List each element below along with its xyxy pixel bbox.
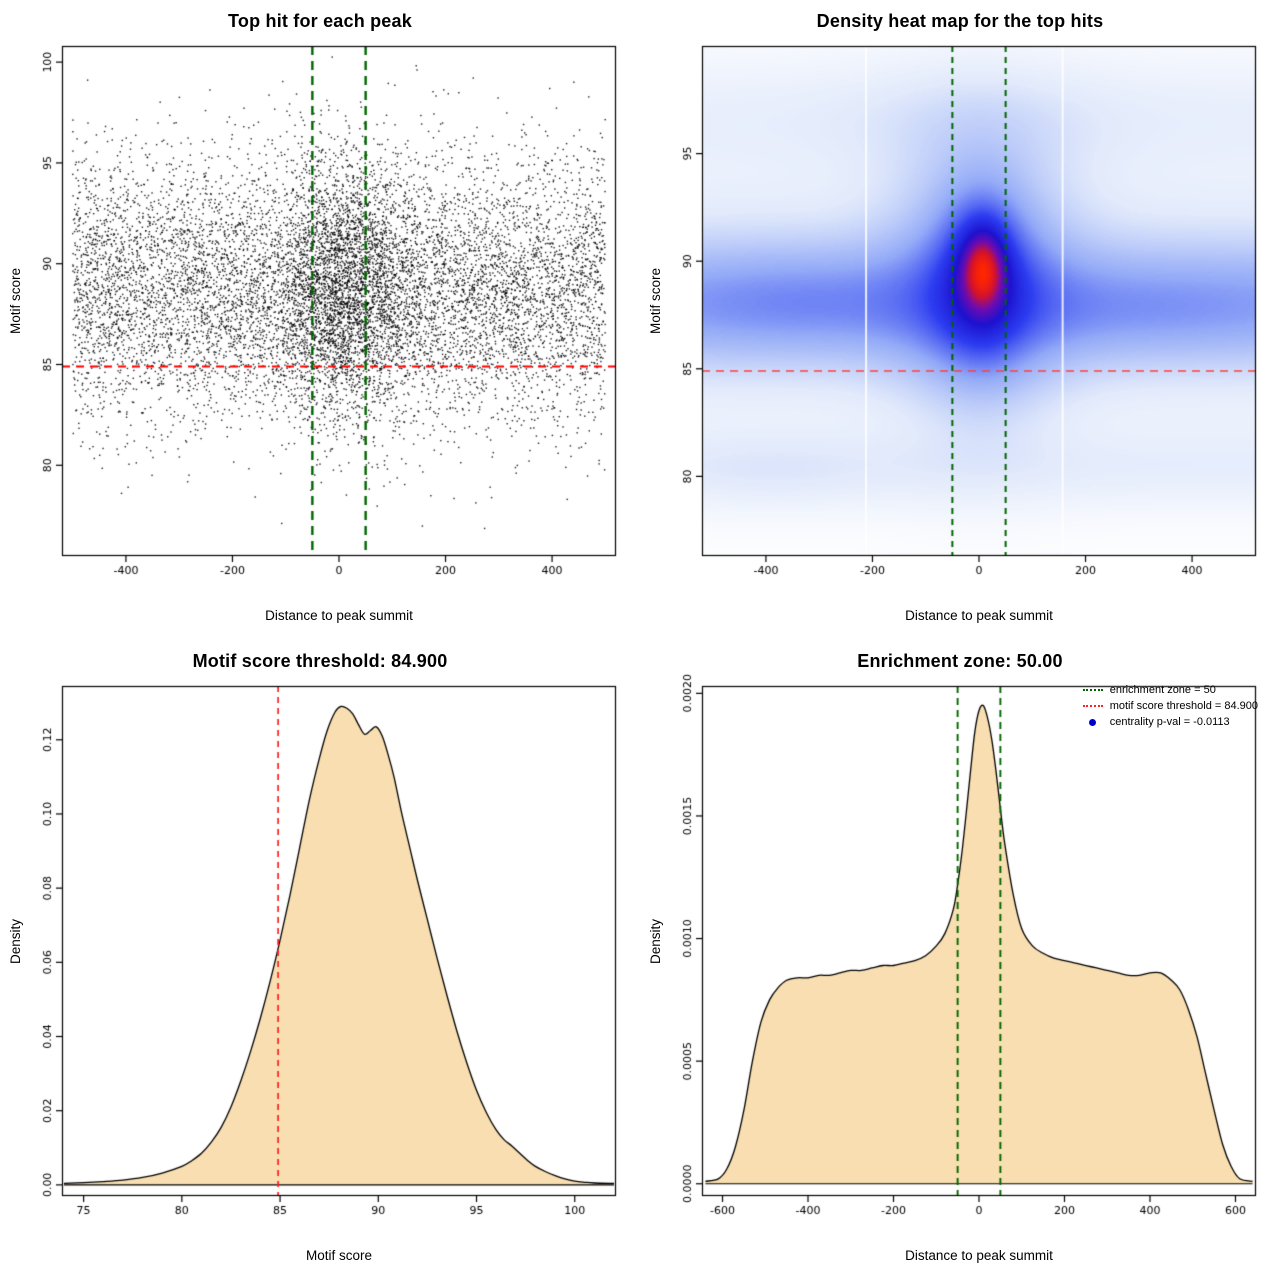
scatter-plot-canvas [0, 0, 640, 640]
heatmap-title: Density heat map for the top hits [816, 11, 1104, 31]
score-density-ylabel: Density [8, 918, 23, 964]
distance-density-title: Enrichment zone: 50.00 [857, 651, 1063, 671]
legend-item-enrichment-zone: enrichment zone = 50 [1082, 684, 1258, 696]
dotted-line-icon [1082, 705, 1103, 707]
score-density-xlabel: Motif score [305, 1248, 373, 1263]
legend-label: motif score threshold = 84.900 [1109, 700, 1258, 712]
legend-item-centrality-pval: centrality p-val = -0.0113 [1083, 716, 1258, 728]
scatter-xlabel: Distance to peak summit [265, 608, 413, 623]
heatmap-canvas [640, 0, 1280, 640]
panel-top-hit-scatter: Top hit for each peak Motif score Distan… [0, 0, 640, 640]
scatter-title: Top hit for each peak [228, 11, 412, 31]
heatmap-ylabel: Motif score [648, 267, 663, 335]
score-density-title: Motif score threshold: 84.900 [192, 651, 448, 671]
dotted-line-icon [1082, 689, 1103, 691]
score-density-canvas [0, 640, 640, 1280]
legend-label: enrichment zone = 50 [1109, 684, 1216, 696]
dot-icon [1088, 718, 1096, 726]
distance-density-xlabel: Distance to peak summit [905, 1248, 1053, 1263]
plot-legend: enrichment zone = 50 motif score thresho… [1082, 684, 1258, 728]
heatmap-xlabel: Distance to peak summit [905, 608, 1053, 623]
panel-distance-density: Enrichment zone: 50.00 Density Distance … [640, 640, 1280, 1280]
panel-density-heatmap: Density heat map for the top hits Motif … [640, 0, 1280, 640]
legend-label: centrality p-val = -0.0113 [1109, 716, 1230, 728]
distance-density-ylabel: Density [648, 918, 663, 964]
panel-motif-score-density: Motif score threshold: 84.900 Density Mo… [0, 640, 640, 1280]
legend-item-score-threshold: motif score threshold = 84.900 [1082, 700, 1258, 712]
distance-density-canvas [640, 640, 1280, 1280]
scatter-ylabel: Motif score [8, 267, 23, 335]
